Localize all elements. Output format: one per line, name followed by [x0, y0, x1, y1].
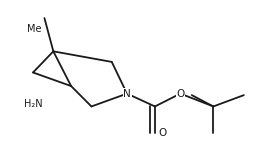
- Text: O: O: [158, 128, 167, 138]
- Text: N: N: [123, 89, 131, 99]
- Text: N: N: [123, 89, 131, 99]
- Text: Me: Me: [27, 24, 42, 34]
- Text: O: O: [158, 128, 167, 138]
- Text: O: O: [176, 89, 184, 99]
- Text: O: O: [176, 89, 184, 99]
- Text: H₂N: H₂N: [24, 99, 42, 109]
